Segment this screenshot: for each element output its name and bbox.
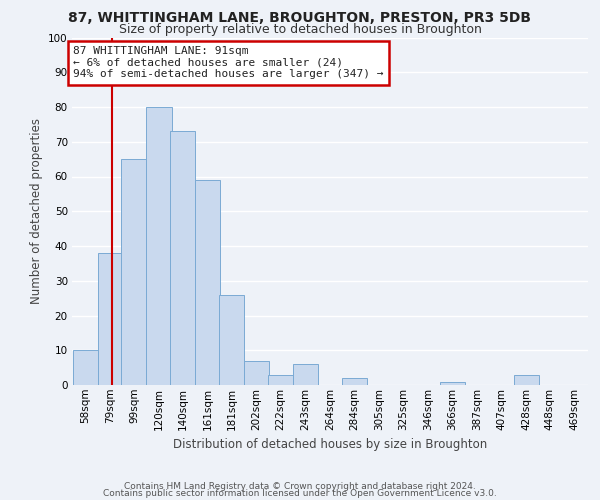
Bar <box>440 382 464 385</box>
Y-axis label: Number of detached properties: Number of detached properties <box>29 118 43 304</box>
Bar <box>98 253 122 385</box>
Text: 87, WHITTINGHAM LANE, BROUGHTON, PRESTON, PR3 5DB: 87, WHITTINGHAM LANE, BROUGHTON, PRESTON… <box>68 11 532 25</box>
Bar <box>268 374 293 385</box>
Text: 87 WHITTINGHAM LANE: 91sqm
← 6% of detached houses are smaller (24)
94% of semi-: 87 WHITTINGHAM LANE: 91sqm ← 6% of detac… <box>73 46 383 80</box>
Text: Contains public sector information licensed under the Open Government Licence v3: Contains public sector information licen… <box>103 489 497 498</box>
Bar <box>342 378 367 385</box>
Text: Contains HM Land Registry data © Crown copyright and database right 2024.: Contains HM Land Registry data © Crown c… <box>124 482 476 491</box>
X-axis label: Distribution of detached houses by size in Broughton: Distribution of detached houses by size … <box>173 438 487 451</box>
Bar <box>73 350 98 385</box>
Bar <box>170 132 196 385</box>
Bar <box>293 364 318 385</box>
Bar <box>146 107 172 385</box>
Bar <box>244 360 269 385</box>
Bar <box>196 180 220 385</box>
Bar <box>121 159 146 385</box>
Text: Size of property relative to detached houses in Broughton: Size of property relative to detached ho… <box>119 22 481 36</box>
Bar <box>514 374 539 385</box>
Bar <box>219 294 244 385</box>
